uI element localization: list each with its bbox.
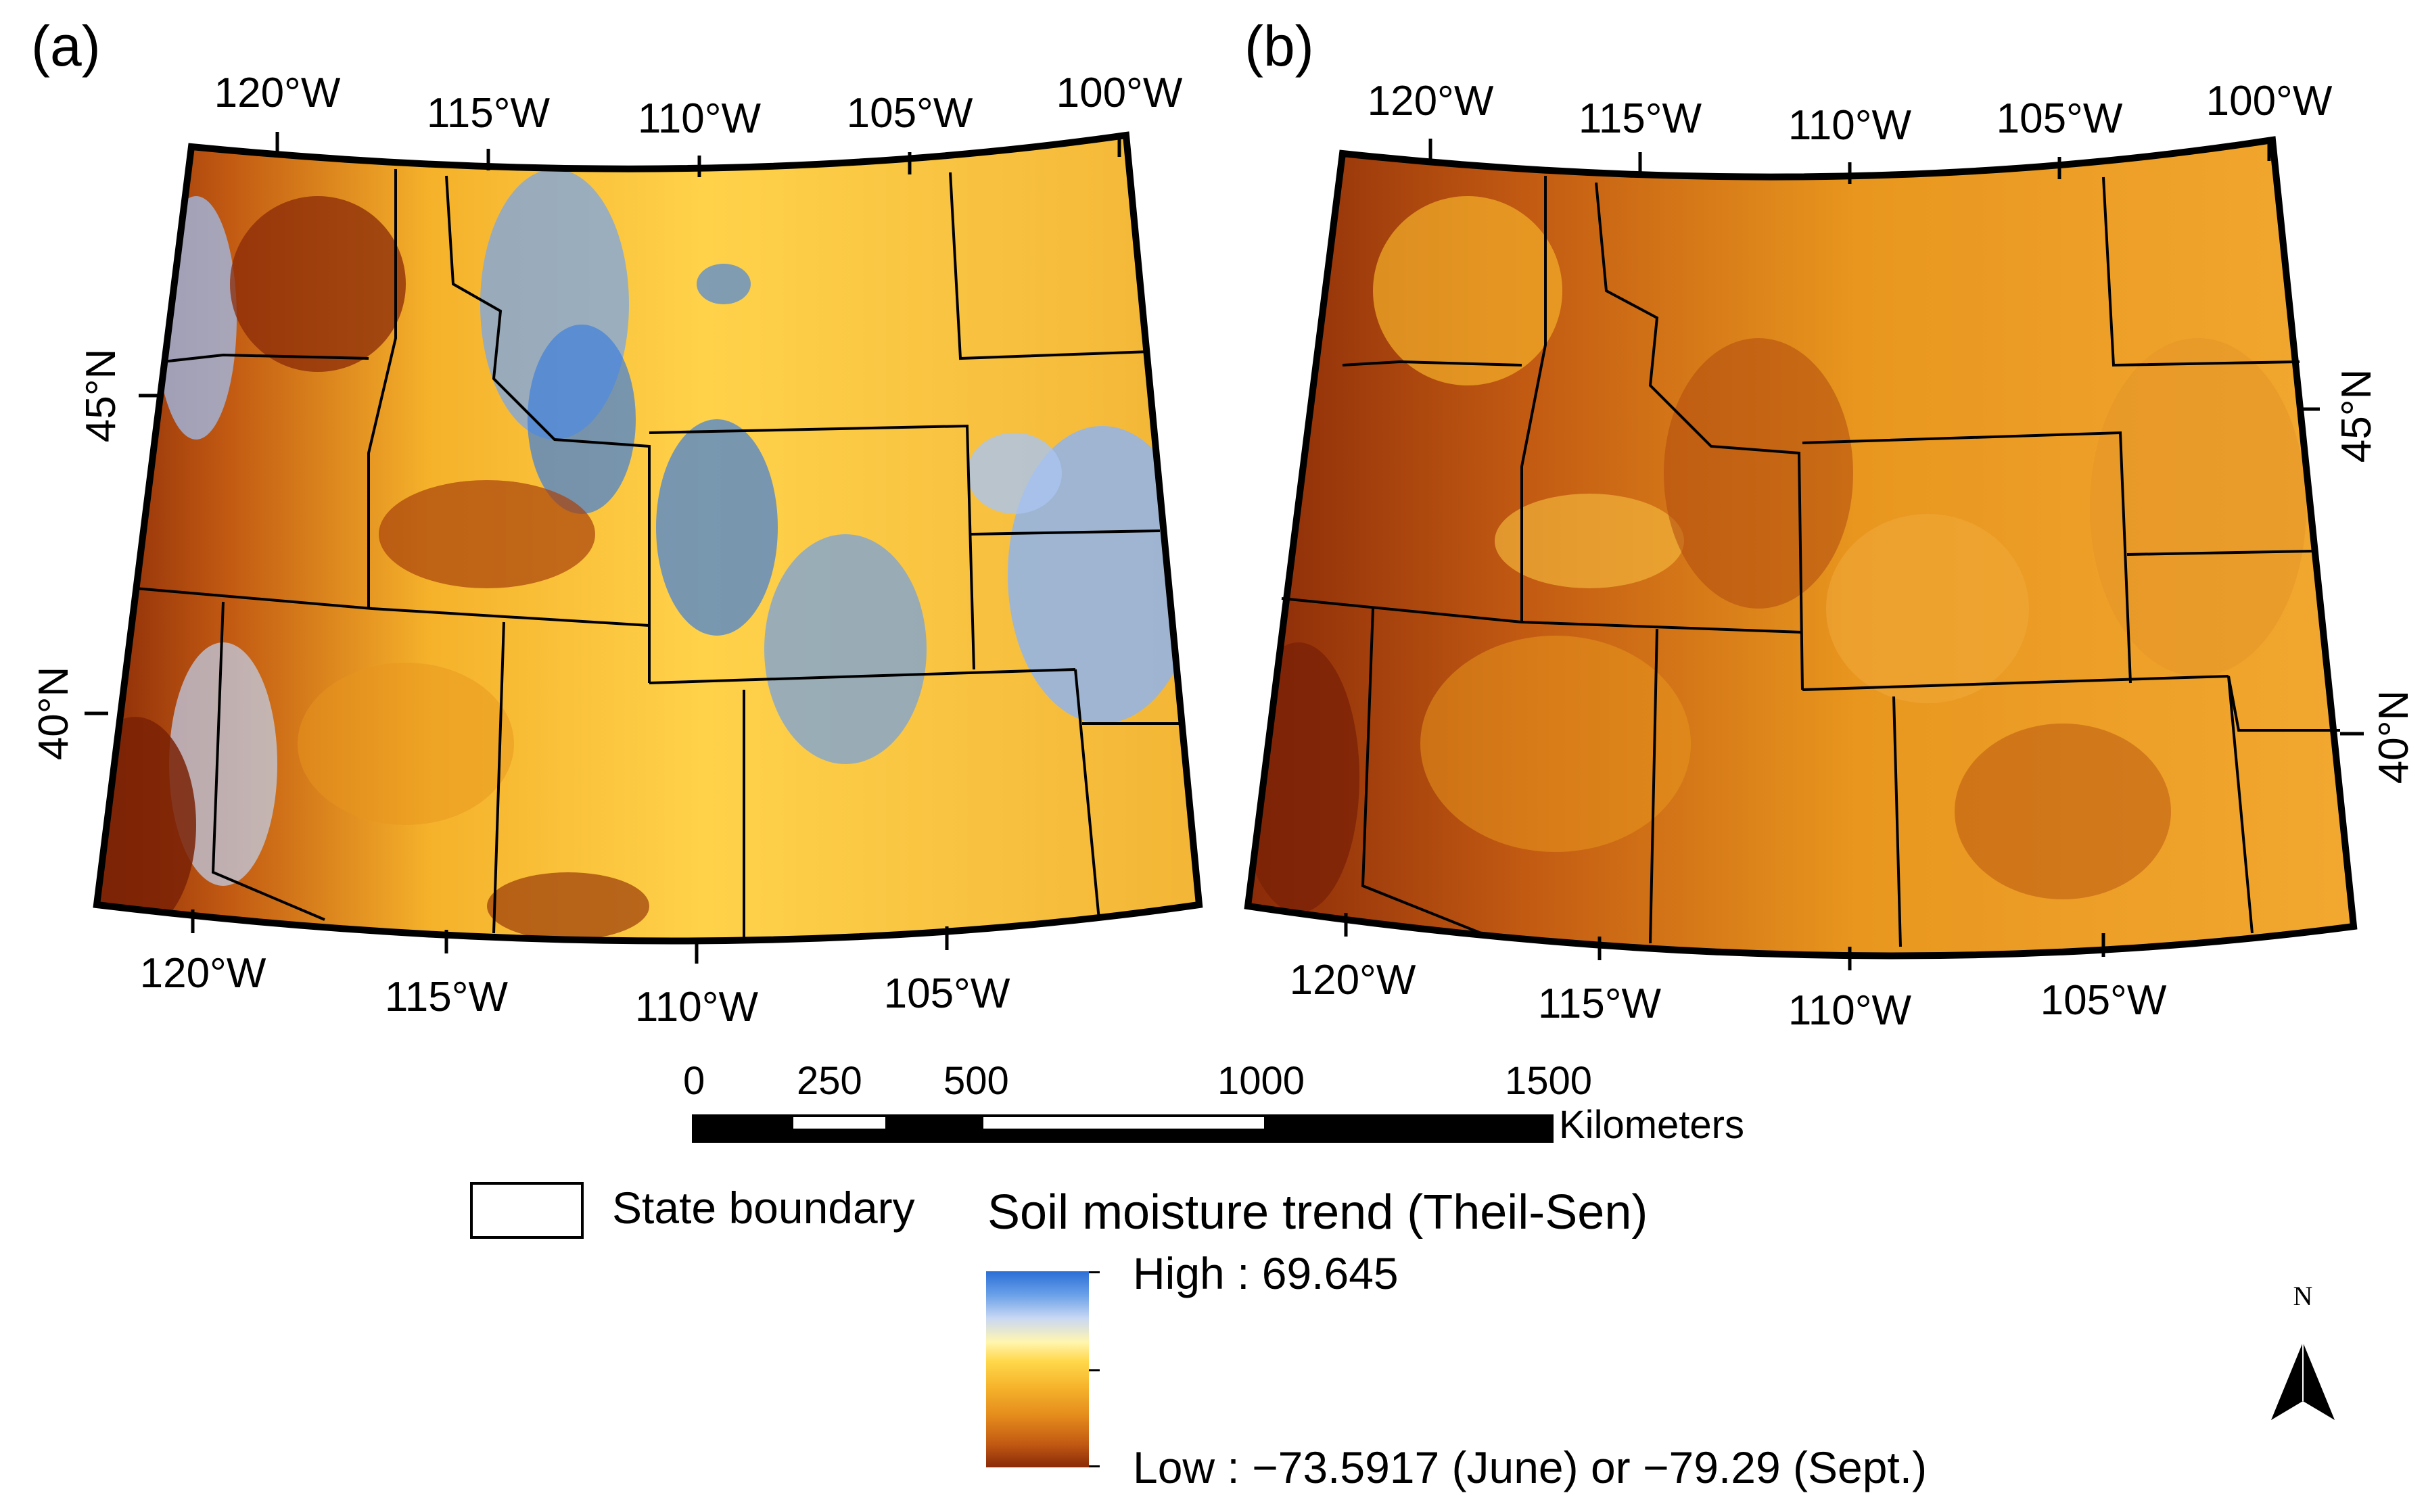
panel-a-label: (a): [31, 14, 101, 78]
scale-bar: [692, 1114, 1554, 1143]
map-a-top-label-100w: 100°W: [1056, 70, 1183, 116]
legend-high-label: High : 69.645: [1133, 1248, 1399, 1298]
map-a-graticule-ticks: [85, 132, 1121, 964]
map-panel-a: 120°W 115°W 110°W 105°W 100°W 120°W 115°…: [30, 70, 1203, 1031]
map-panel-b: 120°W 115°W 110°W 105°W 100°W 120°W 115°…: [1244, 78, 2417, 1034]
scale-tick-1500: 1500: [1505, 1059, 1593, 1103]
map-a-state-boundaries: [135, 169, 1180, 943]
ramp-tick-mid: [1089, 1369, 1100, 1371]
north-arrow-letter: N: [2293, 1281, 2313, 1311]
legend-title: Soil moisture trend (Theil-Sen): [987, 1185, 1648, 1239]
panel-b-label: (b): [1244, 14, 1314, 78]
map-a-bottom-label-115w: 115°W: [385, 974, 509, 1020]
legend-low-label: Low : −73.5917 (June) or −79.29 (Sept.): [1133, 1442, 1928, 1492]
ramp-tick-low: [1089, 1465, 1100, 1467]
map-a-top-label-110w: 110°W: [638, 95, 762, 142]
map-b-top-label-100w: 100°W: [2206, 78, 2333, 124]
map-b-state-boundaries: [1281, 176, 2340, 947]
map-b-top-label-110w: 110°W: [1788, 102, 1912, 149]
map-b-top-label-120w: 120°W: [1368, 78, 1494, 124]
map-b-lat-label-45n: 45°N: [2333, 369, 2380, 463]
map-b-top-label-115w: 115°W: [1579, 95, 1702, 142]
map-a-top-label-115w: 115°W: [427, 90, 551, 137]
map-b-moisture-patterns: [1248, 196, 2306, 913]
color-ramp: [986, 1271, 1089, 1467]
ramp-tick-high: [1089, 1271, 1100, 1273]
map-a-top-label-120w: 120°W: [214, 70, 341, 116]
state-boundary-legend-swatch: [470, 1182, 584, 1239]
scale-tick-250: 250: [797, 1059, 862, 1103]
map-b-bottom-label-110w: 110°W: [1788, 987, 1912, 1034]
map-a-lat-label-45n: 45°N: [78, 349, 124, 443]
map-a-lat-label-40n: 40°N: [30, 667, 77, 761]
map-a-bottom-label-120w: 120°W: [140, 950, 266, 997]
north-arrow-icon: N: [2271, 1281, 2335, 1420]
map-a-bottom-label-105w: 105°W: [884, 970, 1010, 1017]
scale-tick-1000: 1000: [1217, 1059, 1305, 1103]
map-a-bottom-label-110w: 110°W: [635, 984, 759, 1031]
map-b-top-label-105w: 105°W: [1997, 95, 2123, 142]
scale-unit-label: Kilometers: [1559, 1103, 1744, 1147]
map-a-top-label-105w: 105°W: [847, 90, 973, 137]
map-b-bottom-label-105w: 105°W: [2040, 977, 2167, 1024]
map-b-graticule-ticks: [1344, 139, 2364, 970]
map-b-bottom-label-115w: 115°W: [1538, 981, 1662, 1027]
state-boundary-legend-label: State boundary: [612, 1183, 915, 1233]
map-b-bottom-label-120w: 120°W: [1290, 957, 1416, 1003]
map-a-moisture-patterns: [97, 169, 1197, 940]
map-b-lat-label-40n: 40°N: [2371, 690, 2417, 784]
scale-tick-0: 0: [683, 1059, 705, 1103]
scale-tick-500: 500: [943, 1059, 1009, 1103]
